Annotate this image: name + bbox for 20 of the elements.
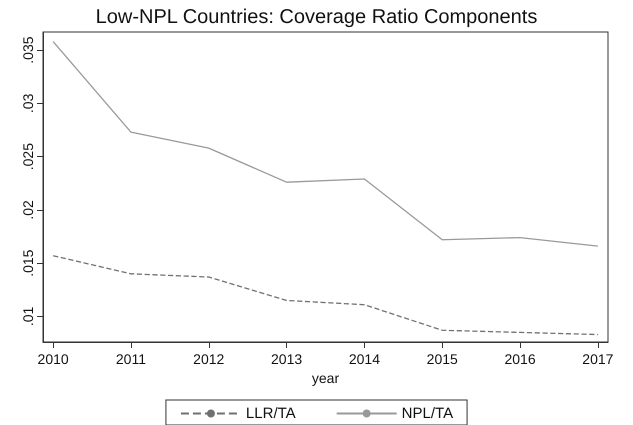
x-tick-label: 2016 xyxy=(504,351,536,367)
line-series xyxy=(52,255,599,336)
x-tick-label: 2012 xyxy=(193,351,225,367)
x-tick-label: 2011 xyxy=(116,351,146,367)
x-axis-title: year xyxy=(312,370,340,386)
y-tick-label: .015 xyxy=(20,249,36,277)
y-tick-label: .02 xyxy=(20,200,36,220)
x-tick-label: 2015 xyxy=(426,351,458,367)
chart-title: Low-NPL Countries: Coverage Ratio Components xyxy=(96,6,538,28)
y-tick-label: .03 xyxy=(20,93,36,114)
x-tick-label: 2014 xyxy=(348,351,380,367)
x-tick-label: 2013 xyxy=(271,351,302,367)
legend-label: NPL/TA xyxy=(402,405,454,422)
y-tick-label: .035 xyxy=(20,36,36,64)
y-tick-label: .025 xyxy=(20,142,36,170)
x-tick-label: 2010 xyxy=(38,351,69,367)
x-tick-label: 2017 xyxy=(582,351,614,367)
legend-label: LLR/TA xyxy=(246,405,296,422)
line-series xyxy=(52,40,599,247)
y-tick-label: .01 xyxy=(20,306,36,326)
